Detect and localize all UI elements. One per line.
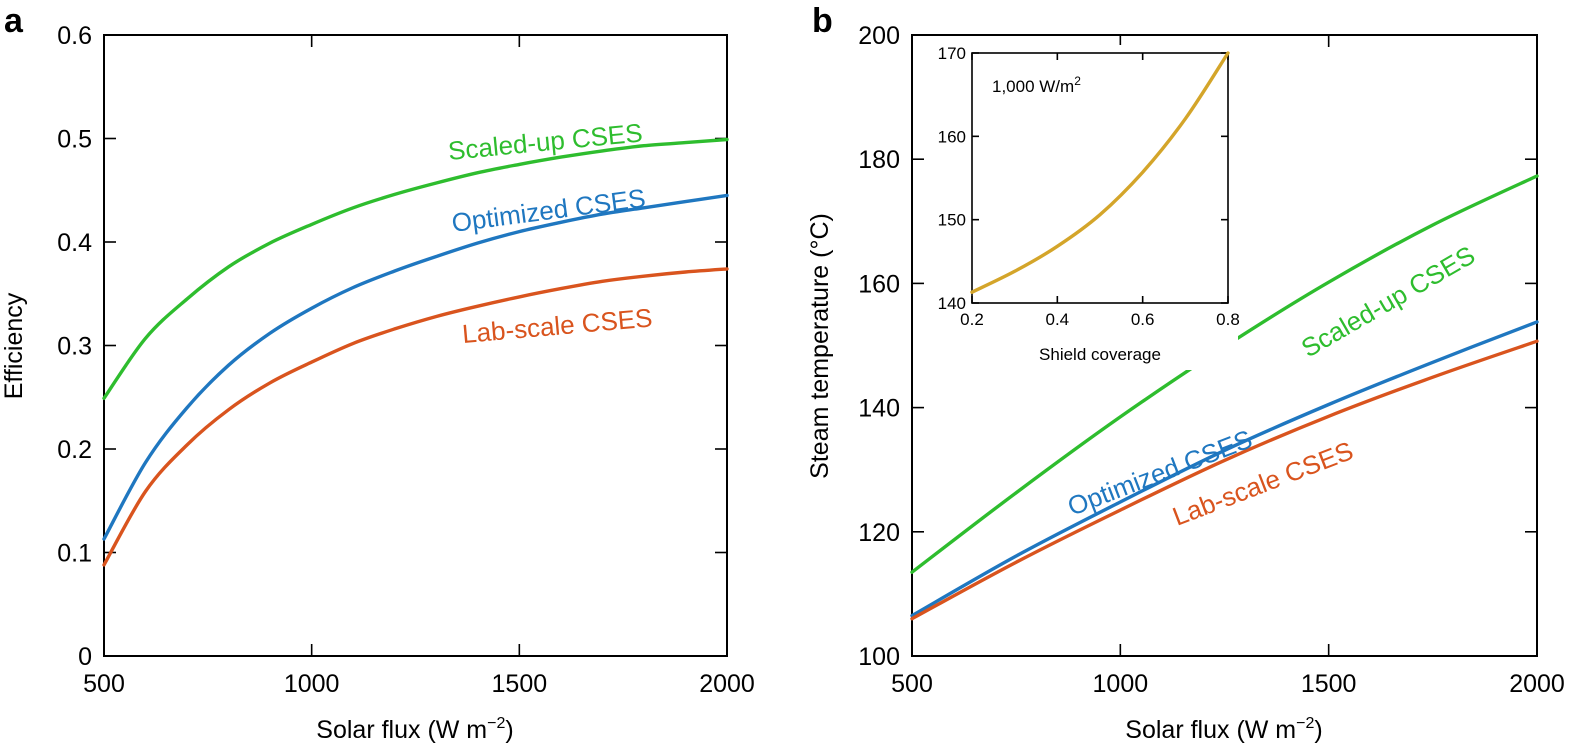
y-tick-label: 140 [858,395,900,423]
panel-b-letter: b [812,2,833,40]
inset-ticks: 0.2 0.4 0.6 0.8 140 150 160 170 [938,44,1240,329]
inset-series [970,51,1230,294]
inset-plot-frame [971,52,1229,304]
panel-a-x-axis-label: Solar flux (W m−2) [316,715,513,744]
panel-b-ticks: 500 1000 1500 2000 100 120 140 160 180 200 [858,22,1565,698]
inset-annotation: 1,000 W/m2 [992,74,1081,96]
x-tick-label: 0.4 [1046,310,1070,329]
y-tick-label: 160 [938,127,966,146]
x-tick-label: 500 [891,670,933,698]
x-tick-label: 500 [83,670,125,698]
y-tick-label: 0.5 [57,126,92,154]
panel-a-letter: a [4,2,24,40]
y-tick-label: 0.1 [57,540,92,568]
x-tick-label: 1500 [1301,670,1357,698]
series-line-scaled-up-cses [102,137,729,400]
x-tick-label: 0.2 [960,310,984,329]
y-tick-label: 150 [938,211,966,230]
series-line-lab-scale-cses [102,267,729,567]
panel-b-y-axis-label: Steam temperature (°C) [806,213,834,479]
y-tick-label: 100 [858,643,900,671]
y-tick-label: 160 [858,270,900,298]
panel-a-y-axis-label: Efficiency [0,292,28,399]
x-tick-label: 0.6 [1131,310,1155,329]
panel-a-ticks: 500 1000 1500 2000 0 0.1 0.2 0.3 0.4 0.5 0.6 [57,22,755,698]
panel-b-steam-temperature-chart: b 500 1000 1500 2000 100 120 140 160 180 200 Stea… [806,2,1565,744]
label-scaled-up-cses-b: Scaled-up CSES [1296,240,1480,364]
y-tick-label: 0.4 [57,229,92,257]
x-tick-label: 2000 [1509,670,1565,698]
x-tick-label: 2000 [699,670,755,698]
y-tick-label: 0 [78,643,92,671]
y-tick-label: 120 [858,519,900,547]
panel-b-x-axis-label: Solar flux (W m−2) [1125,715,1322,744]
y-tick-label: 0.3 [57,333,92,361]
x-tick-label: 1500 [492,670,548,698]
inset-background [930,45,1238,370]
y-tick-label: 170 [938,44,966,63]
y-tick-label: 180 [858,146,900,174]
series-line-optimized-cses [910,320,1539,618]
y-tick-label: 0.2 [57,436,92,464]
x-tick-label: 0.8 [1216,310,1240,329]
x-tick-label: 1000 [1093,670,1149,698]
inset-x-axis-label: Shield coverage [1039,345,1161,364]
label-optimized-cses-a: Optimized CSES [450,183,647,238]
y-tick-label: 140 [938,294,966,313]
panel-b-inset-chart: 0.2 0.4 0.6 0.8 140 150 160 170 1,000 W/m2 Shie… [930,44,1240,370]
y-tick-label: 200 [858,22,900,50]
series-line-lab-scale-cses [910,339,1539,621]
panel-a-series [102,137,729,567]
y-tick-label: 0.6 [57,22,92,50]
series-line-1-000-w-m2 [970,51,1230,294]
x-tick-label: 1000 [284,670,340,698]
label-lab-scale-cses-a: Lab-scale CSES [461,302,654,349]
series-line-optimized-cses [102,193,729,541]
panel-a-efficiency-chart: a 500 1000 1500 2000 0 0.1 0.2 0.3 0.4 0.5 0.6 Eff… [0,2,755,744]
panel-b-plot-frame [911,34,1538,657]
